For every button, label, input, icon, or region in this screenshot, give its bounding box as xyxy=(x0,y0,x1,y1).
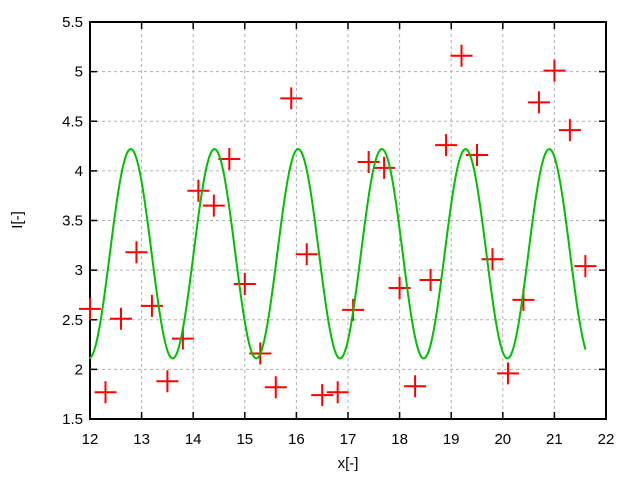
x-tick-label: 22 xyxy=(598,431,615,448)
data-point-marker xyxy=(233,273,256,296)
fitted-curve-path xyxy=(89,147,587,360)
y-tick-label: 3.5 xyxy=(62,213,83,230)
data-point-marker xyxy=(156,370,179,393)
y-tick-label: 5 xyxy=(75,64,83,81)
x-tick-label: 17 xyxy=(340,431,357,448)
y-tick-label: 2 xyxy=(75,361,83,378)
y-tick-label: 4.5 xyxy=(62,113,83,130)
data-point-marker xyxy=(218,147,241,170)
data-point-marker xyxy=(94,381,117,404)
data-point-marker xyxy=(264,376,287,399)
data-point-marker xyxy=(481,248,504,271)
x-tick-label: 12 xyxy=(82,431,99,448)
data-point-marker xyxy=(450,44,473,67)
data-point-marker xyxy=(187,179,210,202)
x-tick-label: 14 xyxy=(185,431,202,448)
y-tick-label: 4 xyxy=(75,163,83,180)
data-point-marker xyxy=(496,362,519,385)
data-point-marker xyxy=(357,150,380,173)
y-tick-labels: 1.5 2 2.5 3 3.5 4 4.5 5 5.5 xyxy=(62,14,83,428)
fit-curve xyxy=(89,147,587,360)
x-tick-label: 21 xyxy=(546,431,563,448)
x-axis-title: x[-] xyxy=(338,455,359,472)
data-point-marker xyxy=(543,59,566,82)
grid-lines xyxy=(90,22,606,419)
data-point-marker xyxy=(558,119,581,142)
data-point-marker xyxy=(79,297,101,320)
y-axis-title: I[-] xyxy=(9,211,26,229)
data-point-marker xyxy=(202,194,225,217)
x-tick-labels: 12 13 14 15 16 17 18 19 20 21 22 xyxy=(82,431,615,448)
x-tick-label: 18 xyxy=(391,431,408,448)
data-point-marker xyxy=(435,134,458,157)
data-point-marker xyxy=(373,156,396,179)
data-point-marker xyxy=(109,307,132,330)
x-tick-label: 13 xyxy=(133,431,150,448)
data-points xyxy=(79,44,597,407)
y-tick-label: 2.5 xyxy=(62,312,83,329)
x-tick-label: 19 xyxy=(443,431,460,448)
data-point-marker xyxy=(527,91,550,114)
y-tick-label: 5.5 xyxy=(62,14,83,31)
x-tick-label: 20 xyxy=(494,431,511,448)
x-tick-label: 16 xyxy=(288,431,305,448)
data-point-marker xyxy=(404,375,427,398)
data-point-marker xyxy=(574,255,597,278)
data-point-marker xyxy=(326,381,349,404)
y-tick-label: 1.5 xyxy=(62,411,83,428)
y-tick-label: 3 xyxy=(75,262,83,279)
data-point-marker xyxy=(295,243,318,266)
x-tick-label: 15 xyxy=(236,431,253,448)
tick-marks xyxy=(89,21,607,420)
data-point-marker xyxy=(419,269,442,292)
data-point-marker xyxy=(311,384,334,407)
data-point-marker xyxy=(125,241,148,264)
data-point-marker xyxy=(280,87,303,110)
